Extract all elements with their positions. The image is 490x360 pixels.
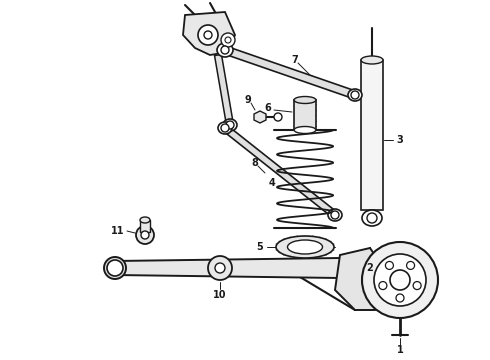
Circle shape <box>136 226 154 244</box>
Circle shape <box>386 261 393 269</box>
Text: 5: 5 <box>257 242 264 252</box>
Text: 6: 6 <box>265 103 271 113</box>
Polygon shape <box>115 258 360 278</box>
Text: 9: 9 <box>245 95 251 105</box>
Polygon shape <box>294 100 316 130</box>
Text: 4: 4 <box>269 178 275 188</box>
Ellipse shape <box>276 236 334 258</box>
Polygon shape <box>183 12 235 55</box>
Text: 3: 3 <box>396 135 403 145</box>
Polygon shape <box>215 54 233 126</box>
Circle shape <box>221 46 229 54</box>
Text: 7: 7 <box>292 55 298 65</box>
Circle shape <box>390 270 410 290</box>
Circle shape <box>413 282 421 289</box>
Polygon shape <box>254 111 266 123</box>
Ellipse shape <box>328 209 342 221</box>
Circle shape <box>215 263 225 273</box>
Ellipse shape <box>104 257 126 279</box>
Circle shape <box>221 124 229 132</box>
Circle shape <box>107 260 123 276</box>
Circle shape <box>407 261 415 269</box>
Text: 2: 2 <box>367 263 373 273</box>
Polygon shape <box>223 125 337 218</box>
Text: 10: 10 <box>213 290 227 300</box>
Circle shape <box>208 256 232 280</box>
Circle shape <box>141 231 149 239</box>
Circle shape <box>331 211 339 219</box>
Ellipse shape <box>294 96 316 104</box>
Polygon shape <box>361 60 383 210</box>
Polygon shape <box>224 46 356 99</box>
Circle shape <box>204 31 212 39</box>
Ellipse shape <box>223 119 237 131</box>
Circle shape <box>274 113 282 121</box>
Ellipse shape <box>361 56 383 64</box>
Circle shape <box>226 121 234 129</box>
Text: 11: 11 <box>111 226 125 236</box>
Circle shape <box>351 91 359 99</box>
Text: 8: 8 <box>251 158 258 168</box>
Circle shape <box>198 25 218 45</box>
Circle shape <box>362 242 438 318</box>
Ellipse shape <box>294 126 316 134</box>
Circle shape <box>374 254 426 306</box>
Ellipse shape <box>218 122 232 134</box>
Polygon shape <box>140 220 150 232</box>
Ellipse shape <box>288 240 322 254</box>
Circle shape <box>396 294 404 302</box>
Polygon shape <box>335 248 385 310</box>
Circle shape <box>379 282 387 289</box>
Ellipse shape <box>348 89 362 101</box>
Circle shape <box>221 33 235 47</box>
Circle shape <box>367 213 377 223</box>
Circle shape <box>225 37 231 43</box>
Ellipse shape <box>362 210 382 226</box>
Text: 1: 1 <box>396 345 403 355</box>
Ellipse shape <box>140 217 150 223</box>
Ellipse shape <box>217 43 233 57</box>
